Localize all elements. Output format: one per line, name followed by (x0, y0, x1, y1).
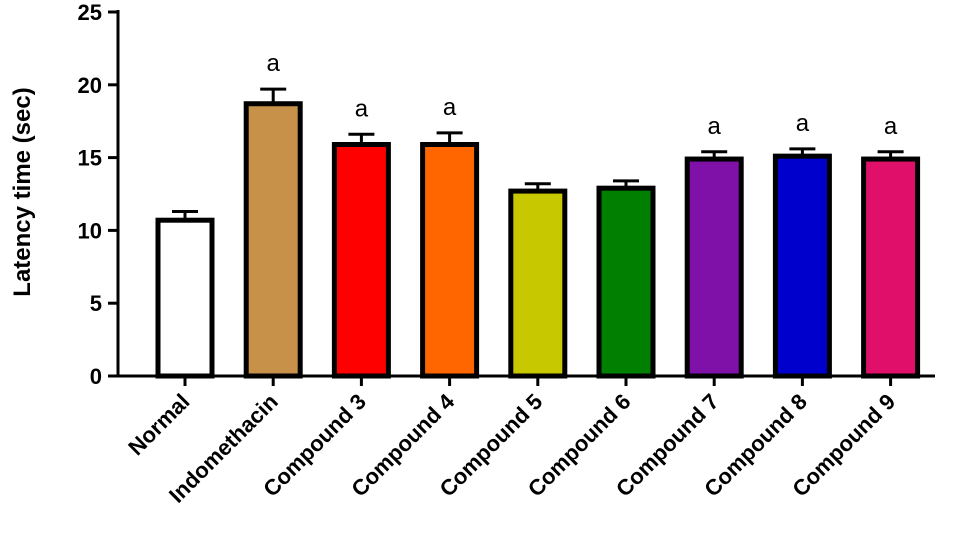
significance-label-1: a (267, 50, 281, 77)
y-tick-label-2: 10 (78, 218, 102, 243)
bar-8 (861, 156, 921, 379)
x-tick-label-0: Normal (123, 389, 194, 460)
bars-layer: a a a a a a (155, 50, 921, 379)
significance-label-8: a (884, 113, 898, 140)
y-tick-label-1: 5 (90, 291, 102, 316)
bar-1 (243, 101, 303, 379)
y-tick-label-0: 0 (90, 364, 102, 389)
y-axis-title: Latency time (sec) (9, 87, 36, 296)
bar-5 (596, 185, 656, 379)
significance-label-6: a (708, 113, 722, 140)
bar-2 (331, 141, 391, 379)
bar-0 (155, 217, 215, 379)
significance-label-7: a (796, 110, 810, 137)
bar-4 (508, 188, 568, 379)
y-tick-label-5: 25 (78, 0, 102, 25)
significance-label-3: a (443, 94, 457, 121)
y-tick-label-4: 20 (78, 73, 102, 98)
y-tick-label-3: 15 (78, 146, 102, 171)
bar-7 (772, 153, 832, 379)
bar-3 (420, 141, 480, 379)
bar-6 (684, 156, 744, 379)
significance-label-2: a (355, 95, 369, 122)
